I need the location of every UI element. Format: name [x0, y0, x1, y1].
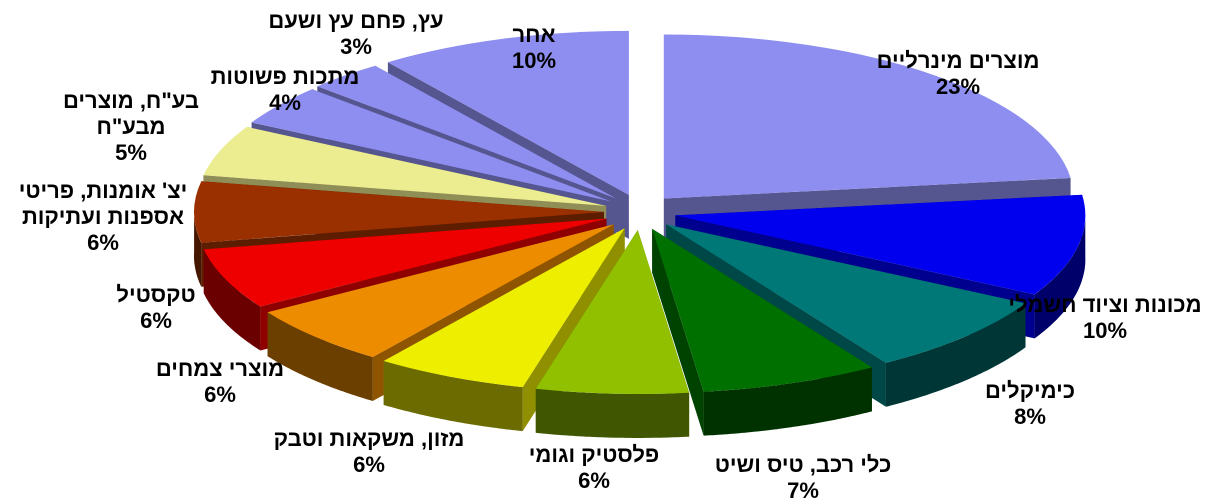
label-percent: 6%: [204, 382, 236, 407]
label-art-antiques: יצ' אומנות, פריטי אספנות ועתיקות 6%: [0, 178, 206, 256]
slice-top-face: [387, 30, 629, 195]
label-name: פלסטיק וגומי: [528, 442, 660, 467]
label-percent: 5%: [115, 140, 147, 165]
slice-top-face: [535, 229, 690, 394]
label-name-line-1: בע"ח, מוצרים: [62, 88, 200, 113]
slice-outer-wall: [535, 388, 690, 438]
slice-top-face: [194, 181, 605, 243]
slice-top-face: [383, 228, 625, 388]
label-mineral-products: מוצרים מינרליים 23%: [858, 48, 1058, 100]
label-percent: 6%: [578, 468, 610, 493]
label-other: אחר 10%: [494, 22, 574, 74]
label-percent: 10%: [1082, 318, 1128, 343]
label-plastics: פלסטיק וגומי 6%: [512, 442, 676, 494]
label-name-line-2: אספנות ועתיקות: [21, 204, 184, 229]
label-food: מזון, משקאות וטבק 6%: [256, 426, 482, 478]
slice-top-face: [663, 34, 1071, 199]
label-name-line-2: מבע"ח: [96, 114, 166, 139]
label-name: כלי רכב, טיס ושיט: [714, 452, 892, 477]
slice-top-face: [267, 224, 614, 357]
slice-top-face: [666, 224, 1026, 363]
slice-outer-wall: [383, 361, 523, 432]
label-name: אחר: [512, 22, 556, 47]
label-name: מכונות וציוד חשמלי: [1008, 292, 1202, 317]
label-name: מתכות פשוטות: [210, 64, 360, 89]
label-percent: 10%: [511, 48, 557, 73]
slice-outer-wall: [203, 249, 261, 351]
slice-side-wall: [652, 228, 704, 436]
label-name: מוצרי צמחים: [155, 356, 285, 381]
label-animal-products: בע"ח, מוצרים מבע"ח 5%: [46, 88, 216, 166]
label-vehicles: כלי רכב, טיס ושיט 7%: [696, 452, 910, 504]
label-chemicals: כימיקלים 8%: [970, 378, 1090, 430]
label-name: כימיקלים: [985, 378, 1075, 403]
label-name: מזון, משקאות וטבק: [273, 426, 465, 451]
slice-top-face: [652, 228, 872, 392]
slice-outer-wall: [885, 303, 1026, 407]
label-machinery: מכונות וציוד חשמלי 10%: [996, 292, 1214, 344]
label-base-metals: מתכות פשוטות 4%: [200, 64, 370, 116]
slice-top-face: [203, 126, 607, 206]
slice-top-face: [675, 194, 1086, 295]
label-plant-products: מוצרי צמחים 6%: [150, 356, 290, 408]
label-percent: 6%: [87, 230, 119, 255]
label-percent: 7%: [787, 478, 819, 503]
label-name: מוצרים מינרליים: [876, 48, 1040, 73]
label-percent: 6%: [353, 452, 385, 477]
pie-slice-6: [383, 228, 625, 432]
label-name: טקסטיל: [116, 282, 196, 307]
slice-outer-wall: [1034, 213, 1086, 339]
label-wood: עץ, פחם עץ ושעם 3%: [236, 8, 476, 60]
label-percent: 23%: [935, 74, 981, 99]
label-textiles: טקסטיל 6%: [96, 282, 216, 334]
pie-slice-4: [652, 228, 872, 436]
label-percent: 4%: [269, 90, 301, 115]
slice-outer-wall: [267, 312, 373, 401]
slice-outer-wall: [194, 208, 202, 287]
slice-top-face: [317, 65, 617, 199]
slice-top-face: [251, 89, 611, 202]
slice-top-face: [203, 218, 607, 307]
label-name-line-1: יצ' אומנות, פריטי: [18, 178, 188, 203]
label-percent: 8%: [1014, 404, 1046, 429]
slice-outer-wall: [703, 367, 872, 436]
label-percent: 3%: [340, 34, 372, 59]
label-name: עץ, פחם עץ ושעם: [268, 8, 444, 33]
pie-slice-5: [535, 229, 690, 438]
label-percent: 6%: [140, 308, 172, 333]
